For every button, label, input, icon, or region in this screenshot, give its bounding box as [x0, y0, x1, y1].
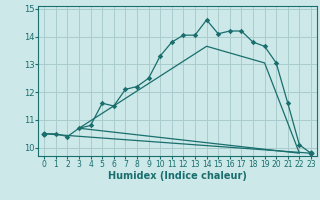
X-axis label: Humidex (Indice chaleur): Humidex (Indice chaleur): [108, 171, 247, 181]
